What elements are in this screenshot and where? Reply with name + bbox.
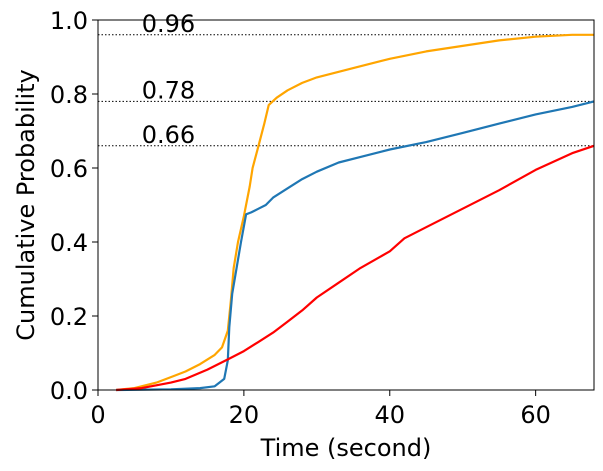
y-axis-ticks: 0.0 0.2 0.4 0.6 0.8 1.0: [50, 7, 98, 405]
y-tick-label: 0.2: [50, 303, 88, 331]
y-tick-label: 0.8: [50, 81, 88, 109]
series-lines: [116, 33, 595, 392]
series-line: [116, 33, 594, 392]
y-axis-label: Cumulative Probability: [12, 69, 40, 340]
x-tick-label: 0: [90, 401, 105, 429]
reference-lines: [98, 34, 594, 147]
x-axis-label: Time (second): [260, 434, 432, 462]
y-tick-label: 1.0: [50, 7, 88, 35]
reference-labels: 0.96 0.78 0.66: [142, 10, 195, 149]
x-tick-label: 60: [520, 401, 551, 429]
x-tick-label: 40: [374, 401, 405, 429]
y-tick-label: 0.6: [50, 155, 88, 183]
x-axis-ticks: 0 20 40 60: [90, 390, 551, 429]
reference-label: 0.96: [142, 10, 195, 38]
series-line: [116, 100, 595, 392]
x-tick-label: 20: [229, 401, 260, 429]
plot-frame: [97, 19, 595, 391]
reference-label: 0.78: [142, 76, 195, 104]
reference-label: 0.66: [142, 121, 195, 149]
y-tick-label: 0.4: [50, 229, 88, 257]
y-tick-label: 0.0: [50, 377, 88, 405]
series-line: [116, 144, 595, 392]
